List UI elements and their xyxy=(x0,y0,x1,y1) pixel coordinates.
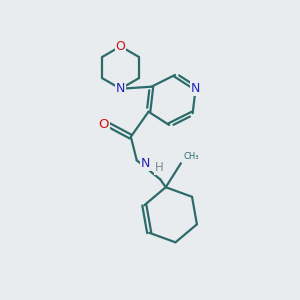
Text: O: O xyxy=(116,40,125,53)
Text: N: N xyxy=(116,82,125,95)
Text: N: N xyxy=(191,82,200,95)
Text: H: H xyxy=(155,161,164,174)
Text: CH₃: CH₃ xyxy=(183,152,199,161)
Text: O: O xyxy=(98,118,109,131)
Text: N: N xyxy=(141,157,150,170)
